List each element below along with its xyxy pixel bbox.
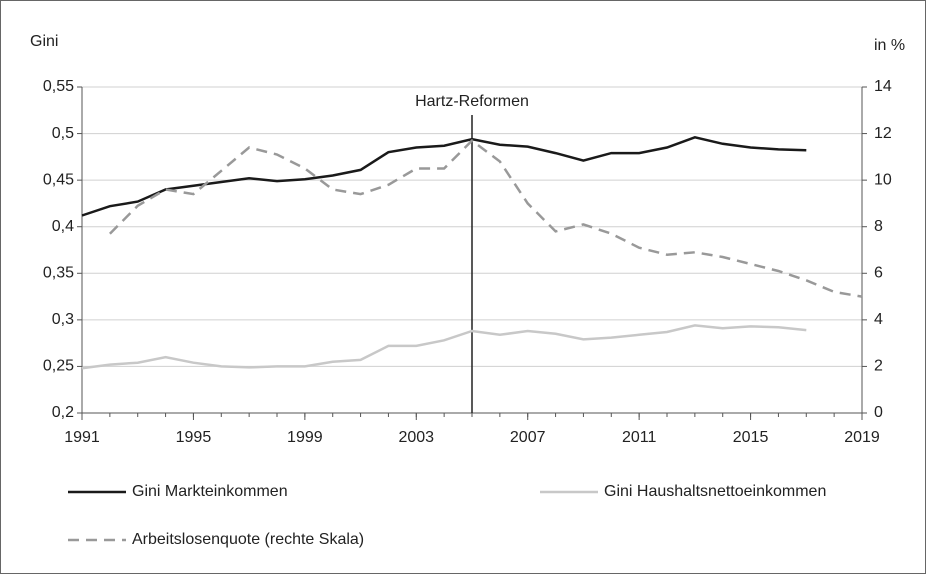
legend-label: Arbeitslosenquote (rechte Skala) [132, 531, 364, 548]
y2-tick-label: 10 [874, 171, 892, 188]
y2-tick-label: 6 [874, 265, 883, 282]
y2-tick-label: 12 [874, 125, 892, 142]
series-line [81, 324, 807, 370]
y-tick-label: 0,25 [43, 358, 74, 375]
series-line [81, 135, 807, 217]
y-tick-label: 0,35 [43, 265, 74, 282]
x-tick-label: 1995 [176, 429, 212, 446]
y2-tick-label: 8 [874, 218, 883, 235]
series-line [109, 138, 863, 298]
x-tick-label: 2015 [733, 429, 769, 446]
y-tick-label: 0,4 [52, 218, 74, 235]
legend-label: Gini Haushaltsnettoeinkommen [604, 483, 826, 500]
y-tick-label: 0,55 [43, 78, 74, 95]
y-tick-label: 0,45 [43, 171, 74, 188]
y2-tick-label: 0 [874, 404, 883, 421]
y-tick-label: 0,5 [52, 125, 74, 142]
x-tick-label: 2007 [510, 429, 546, 446]
x-tick-label: 2019 [844, 429, 880, 446]
y2-tick-label: 4 [874, 311, 883, 328]
legend-label: Gini Markteinkommen [132, 483, 288, 500]
annotation-text: Hartz-Reformen [415, 93, 529, 110]
y2-tick-label: 14 [874, 78, 892, 95]
x-tick-label: 1991 [64, 429, 100, 446]
x-tick-label: 2011 [622, 429, 657, 446]
y2-axis-label: in % [874, 37, 905, 54]
x-tick-label: 1999 [287, 429, 323, 446]
y-tick-label: 0,3 [52, 311, 74, 328]
y-axis-label: Gini [30, 33, 58, 50]
y2-tick-label: 2 [874, 358, 883, 375]
y-tick-label: 0,2 [52, 404, 74, 421]
x-tick-label: 2003 [398, 429, 434, 446]
